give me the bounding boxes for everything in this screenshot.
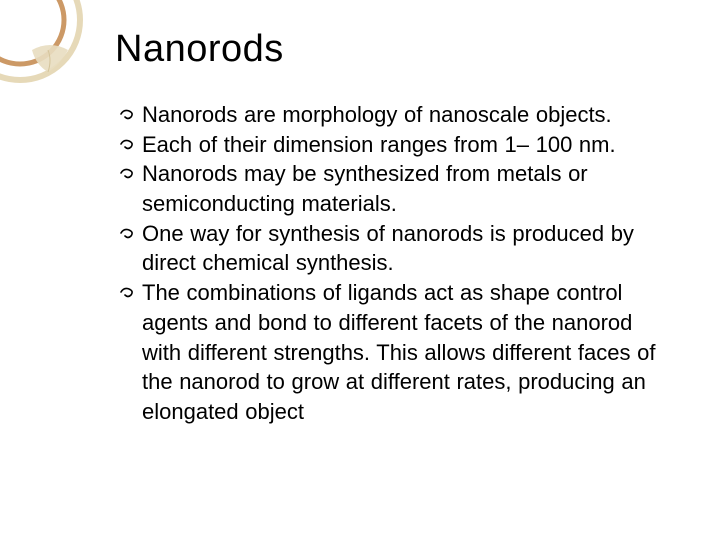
bullet-text: Nanorods are morphology of nanoscale obj…: [142, 100, 612, 130]
bullet-item: Nanorods are morphology of nanoscale obj…: [118, 100, 678, 130]
bullet-item: One way for synthesis of nanorods is pro…: [118, 219, 678, 278]
bullet-list: Nanorods are morphology of nanoscale obj…: [118, 100, 678, 427]
bullet-marker-icon: [118, 219, 140, 249]
bullet-marker-icon: [118, 159, 140, 189]
slide-title: Nanorods: [115, 28, 284, 71]
bullet-text: The combinations of ligands act as shape…: [142, 278, 678, 426]
bullet-item: Each of their dimension ranges from 1– 1…: [118, 130, 678, 160]
bullet-text: Each of their dimension ranges from 1– 1…: [142, 130, 616, 160]
bullet-marker-icon: [118, 278, 140, 308]
corner-decoration: [0, 0, 120, 120]
bullet-text: Nanorods may be synthesized from metals …: [142, 159, 678, 218]
bullet-text: One way for synthesis of nanorods is pro…: [142, 219, 678, 278]
bullet-item: The combinations of ligands act as shape…: [118, 278, 678, 426]
bullet-item: Nanorods may be synthesized from metals …: [118, 159, 678, 218]
bullet-marker-icon: [118, 130, 140, 160]
bullet-marker-icon: [118, 100, 140, 130]
